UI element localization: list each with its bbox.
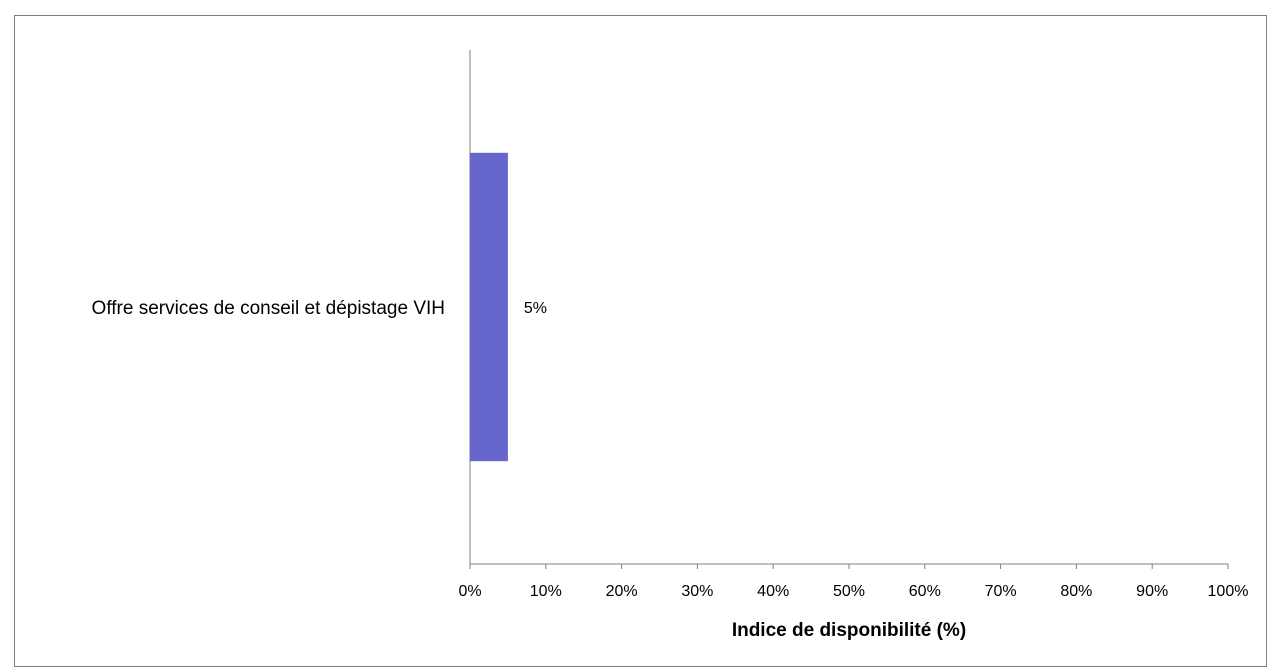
x-tick-label: 0% bbox=[458, 583, 481, 600]
category-label: Offre services de conseil et dépistage V… bbox=[92, 298, 445, 319]
bar-group bbox=[470, 152, 508, 462]
x-tick-group bbox=[469, 564, 1229, 569]
data-label: 5% bbox=[524, 300, 547, 317]
data-label-group: 5% bbox=[524, 300, 547, 317]
x-tick-label: 20% bbox=[606, 583, 638, 600]
x-tick-label: 40% bbox=[757, 583, 789, 600]
x-tick-label: 10% bbox=[530, 583, 562, 600]
bar bbox=[470, 152, 508, 462]
x-axis-title: Indice de disponibilité (%) bbox=[732, 620, 966, 641]
x-tick-label: 60% bbox=[909, 583, 941, 600]
x-tick-label: 100% bbox=[1208, 583, 1249, 600]
category-label-group: Offre services de conseil et dépistage V… bbox=[92, 298, 445, 319]
x-tick-label: 80% bbox=[1060, 583, 1092, 600]
chart-frame bbox=[14, 15, 1267, 667]
x-tick-label: 70% bbox=[985, 583, 1017, 600]
x-tick-label: 30% bbox=[681, 583, 713, 600]
x-tick-label: 50% bbox=[833, 583, 865, 600]
x-tick-label-group: 0% 10% 20% 30% 40% 50% 60% 70% 80% 90% 100% bbox=[458, 583, 1248, 600]
x-tick-label: 90% bbox=[1136, 583, 1168, 600]
